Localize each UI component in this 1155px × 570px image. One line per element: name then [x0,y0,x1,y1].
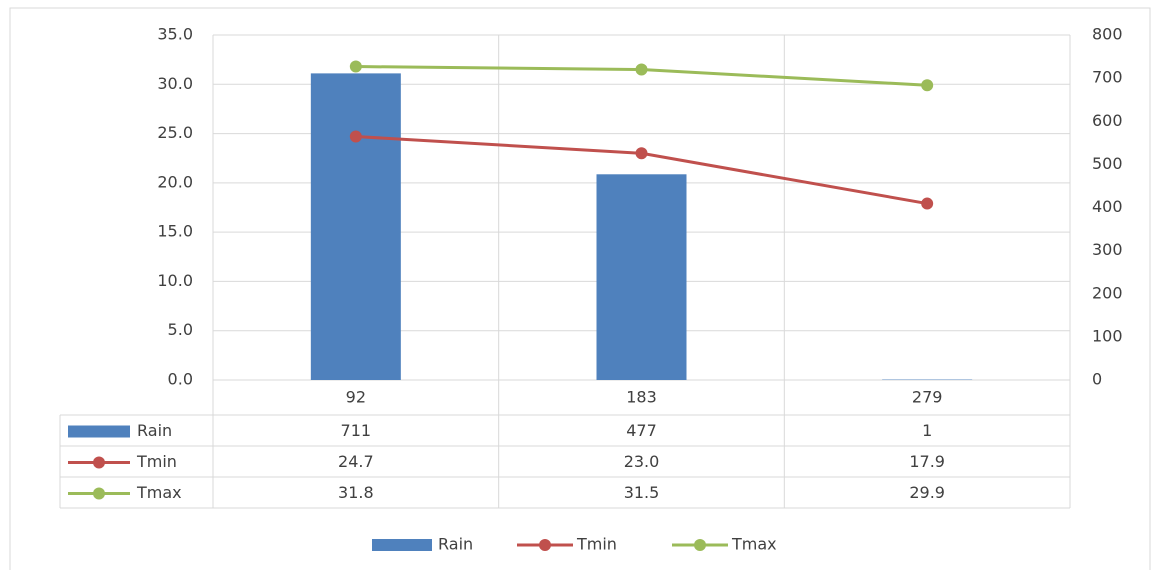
y2-tick-label: 600 [1092,111,1123,130]
legend-key [93,456,105,469]
table-cell: 17.9 [909,452,945,471]
table-row-label: Rain [137,421,172,440]
y2-tick-label: 100 [1092,326,1123,345]
table-row-label: Tmax [136,483,182,502]
y-tick-label: 25.0 [157,123,193,142]
y-tick-label: 35.0 [157,25,193,44]
y-tick-label: 0.0 [168,370,193,389]
marker [635,147,648,160]
table-cell: 31.8 [338,483,374,502]
y2-tick-label: 400 [1092,197,1123,216]
legend-key [694,539,706,551]
table-cell: 477 [626,421,657,440]
legend-label: Tmin [576,535,617,554]
legend-key [93,487,105,500]
marker [349,60,362,73]
legend-key [372,539,432,551]
y2-tick-label: 300 [1092,240,1123,259]
y-tick-label: 10.0 [157,271,193,290]
legend-key [68,425,130,438]
y2-tick-label: 500 [1092,154,1123,173]
bar [310,73,401,380]
bar [596,174,687,380]
y2-tick-label: 800 [1092,25,1123,44]
legend-label: Tmax [731,535,777,554]
table-cell: 29.9 [909,483,945,502]
legend-key [539,539,551,551]
legend-label: Rain [438,535,473,554]
table-cell: 31.5 [624,483,660,502]
y-tick-label: 30.0 [157,74,193,93]
y-tick-label: 5.0 [168,320,193,339]
x-tick-label: 279 [912,388,943,407]
marker [921,197,934,210]
y-tick-label: 15.0 [157,222,193,241]
marker [349,130,362,143]
y-tick-label: 20.0 [157,172,193,191]
table-cell: 23.0 [624,452,660,471]
marker [921,79,934,92]
y2-tick-label: 0 [1092,370,1102,389]
y2-tick-label: 700 [1092,68,1123,87]
table-row-label: Tmin [136,452,177,471]
table-cell: 24.7 [338,452,374,471]
x-tick-label: 92 [346,388,366,407]
chart-frame [9,7,1151,570]
x-tick-label: 183 [626,388,657,407]
table-cell: 711 [341,421,372,440]
y2-tick-label: 200 [1092,283,1123,302]
table-cell: 1 [922,421,932,440]
marker [635,63,648,76]
